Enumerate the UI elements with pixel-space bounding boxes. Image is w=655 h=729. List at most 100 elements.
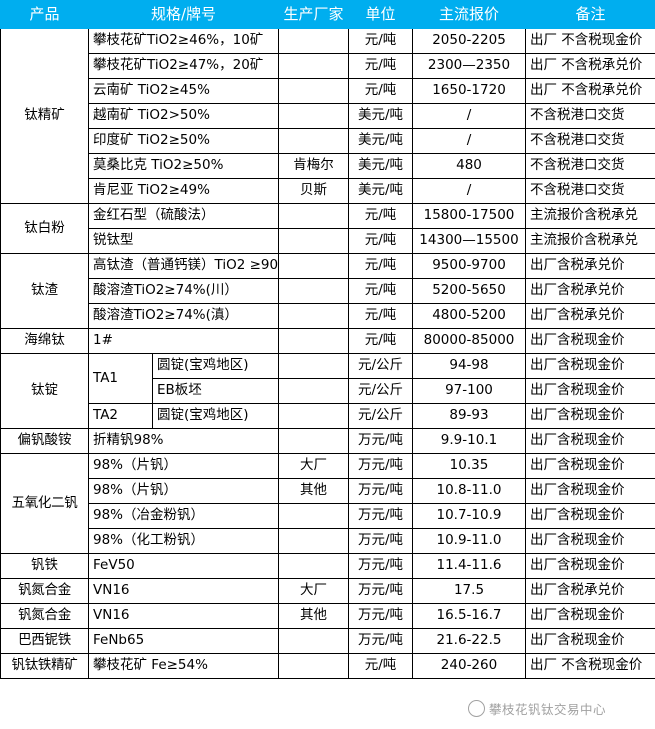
cell-spec: 印度矿 TiO2≥50% <box>88 128 279 154</box>
cell-spec: 莫桑比克 TiO2≥50% <box>88 153 279 179</box>
cell-spec: 1# <box>88 328 279 354</box>
cell-unit: 万元/吨 <box>348 503 413 529</box>
cell-price: 97-100 <box>412 378 526 404</box>
cell-price: 2050-2205 <box>412 28 526 54</box>
cell-note: 主流报价含税承兑 <box>525 228 655 254</box>
cell-product: 钛渣 <box>0 253 89 329</box>
table-row: 钒氮合金 VN16 其他 万元/吨 16.5-16.7 出厂含税现金价 <box>0 603 655 629</box>
cell-maker <box>278 278 349 304</box>
table-row: 钒铁 FeV50 万元/吨 11.4-11.6 出厂含税现金价 <box>0 553 655 579</box>
cell-spec: 攀枝花矿TiO2≥47%，20矿 <box>88 53 279 79</box>
cell-note: 出厂含税承兑价 <box>525 253 655 279</box>
cell-spec: 高钛渣（普通钙镁）TiO2 ≥90% <box>88 253 279 279</box>
cell-spec: 98%（片钒） <box>88 478 279 504</box>
cell-spec: 金红石型（硫酸法） <box>88 203 279 229</box>
cell-maker <box>278 553 349 579</box>
column-header-spec: 规格/牌号 <box>88 0 279 29</box>
table-row: 五氧化二钒 98%（片钒） 大厂 万元/吨 10.35 出厂含税现金价 <box>0 453 655 554</box>
cell-spec: 越南矿 TiO2>50% <box>88 103 279 129</box>
cell-note: 出厂含税现金价 <box>525 428 655 454</box>
cell-note: 出厂 不含税现金价 <box>525 28 655 54</box>
cell-note: 出厂含税承兑价 <box>525 278 655 304</box>
cell-grade: TA2 <box>88 403 153 429</box>
cell-maker: 肯梅尔 <box>278 153 349 179</box>
cell-unit: 万元/吨 <box>348 453 413 479</box>
cell-price: 89-93 <box>412 403 526 429</box>
cell-product: 钒铁 <box>0 553 89 579</box>
cell-price: / <box>412 103 526 129</box>
cell-unit: 万元/吨 <box>348 478 413 504</box>
cell-maker <box>278 128 349 154</box>
cell-price: 17.5 <box>412 578 526 604</box>
cell-maker <box>278 528 349 554</box>
cell-price: 240-260 <box>412 653 526 679</box>
cell-note: 出厂含税现金价 <box>525 553 655 579</box>
cell-spec: 98%（片钒） <box>88 453 279 479</box>
cell-maker <box>278 628 349 654</box>
column-header-price: 主流报价 <box>412 0 526 29</box>
cell-price: 480 <box>412 153 526 179</box>
column-header-unit: 单位 <box>348 0 413 29</box>
cell-maker <box>278 103 349 129</box>
cell-grade: TA1 <box>88 353 153 404</box>
cell-spec: VN16 <box>88 603 279 629</box>
table-row: 钒氮合金 VN16 大厂 万元/吨 17.5 出厂含税承兑价 <box>0 578 655 604</box>
cell-product: 钛锭 <box>0 353 89 429</box>
cell-spec: 云南矿 TiO2≥45% <box>88 78 279 104</box>
price-table: 产品 规格/牌号 生产厂家 单位 主流报价 备注 钛精矿 攀枝花矿TiO2≥46%… <box>0 0 655 679</box>
cell-note: 不含税港口交货 <box>525 178 655 204</box>
table-row: 钛渣 高钛渣（普通钙镁）TiO2 ≥90% 元/吨 9500-9700 出厂含税承兑价 <box>0 253 655 329</box>
table-row: 攀枝花矿TiO2≥47%，20矿 元/吨 2300—2350 出厂 不含税承兑价 <box>1 53 655 79</box>
cell-spec: FeNb65 <box>88 628 279 654</box>
cell-note: 出厂含税现金价 <box>525 528 655 554</box>
cell-price: / <box>412 178 526 204</box>
column-header-note: 备注 <box>525 0 655 29</box>
cell-note: 出厂含税现金价 <box>525 478 655 504</box>
cell-price: 5200-5650 <box>412 278 526 304</box>
cell-price: 10.7-10.9 <box>412 503 526 529</box>
cell-note: 出厂含税现金价 <box>525 453 655 479</box>
column-header-maker: 生产厂家 <box>278 0 349 29</box>
cell-unit: 美元/吨 <box>348 153 413 179</box>
cell-product: 钒氮合金 <box>0 578 89 604</box>
watermark: 攀枝花钒钛交易中心 <box>468 697 648 719</box>
cell-spec: FeV50 <box>88 553 279 579</box>
cell-spec: 圆锭(宝鸡地区) <box>152 353 279 379</box>
table-row: 肯尼亚 TiO2≥49% 贝斯 美元/吨 / 不含税港口交货 <box>1 178 655 204</box>
column-header-product: 产品 <box>0 0 89 29</box>
cell-unit: 万元/吨 <box>348 428 413 454</box>
cell-spec: 肯尼亚 TiO2≥49% <box>88 178 279 204</box>
cell-product: 偏钒酸铵 <box>0 428 89 454</box>
cell-maker <box>278 28 349 54</box>
cell-maker: 其他 <box>278 603 349 629</box>
cell-maker <box>278 353 349 379</box>
cell-maker <box>278 228 349 254</box>
cell-note: 不含税港口交货 <box>525 103 655 129</box>
cell-price: 15800-17500 <box>412 203 526 229</box>
cell-price: 80000-85000 <box>412 328 526 354</box>
cell-unit: 元/吨 <box>348 253 413 279</box>
cell-maker <box>278 203 349 229</box>
circle-logo-icon <box>468 699 485 717</box>
cell-maker: 其他 <box>278 478 349 504</box>
cell-price: 21.6-22.5 <box>412 628 526 654</box>
cell-unit: 万元/吨 <box>348 628 413 654</box>
table-row: 98%（化工粉钒） 万元/吨 10.9-11.0 出厂含税现金价 <box>1 528 655 554</box>
cell-note: 出厂 不含税承兑价 <box>525 78 655 104</box>
cell-note: 出厂含税现金价 <box>525 353 655 379</box>
table-row: 98%（片钒） 其他 万元/吨 10.8-11.0 出厂含税现金价 <box>1 478 655 504</box>
cell-note: 不含税港口交货 <box>525 128 655 154</box>
table-body: 钛精矿 攀枝花矿TiO2≥46%，10矿 元/吨 2050-2205 出厂 不含税现金价… <box>0 28 655 679</box>
cell-note: 出厂含税现金价 <box>525 378 655 404</box>
cell-product: 海绵钛 <box>0 328 89 354</box>
table-row: 酸溶渣TiO2≥74%(滇） 元/吨 4800-5200 出厂含税承兑价 <box>1 303 655 329</box>
cell-spec: 98%（冶金粉钒） <box>88 503 279 529</box>
cell-unit: 元/吨 <box>348 53 413 79</box>
table-row: 钛锭 TA1 圆锭(宝鸡地区) 元/公斤 94-98 出厂含税现金价 <box>0 353 655 429</box>
cell-note: 主流报价含税承兑 <box>525 203 655 229</box>
cell-unit: 元/吨 <box>348 278 413 304</box>
cell-spec: EB板坯 <box>152 378 279 404</box>
cell-price: / <box>412 128 526 154</box>
cell-note: 出厂含税现金价 <box>525 403 655 429</box>
